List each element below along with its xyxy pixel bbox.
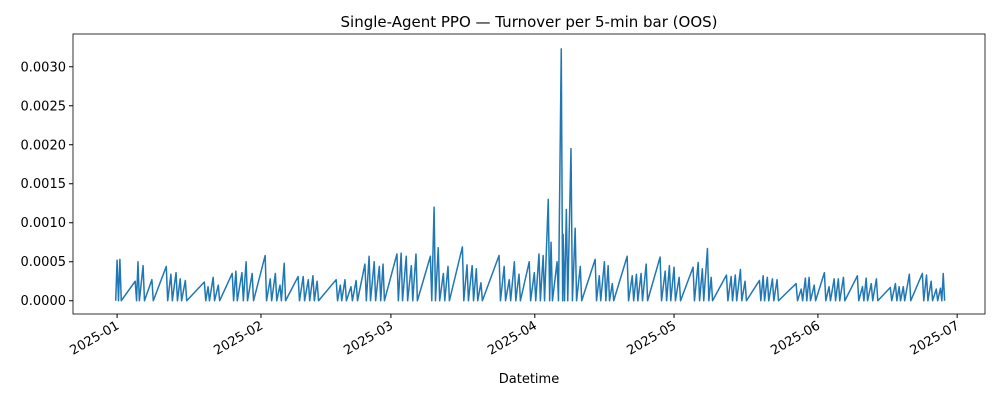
x-tick-label: 2025-02 xyxy=(211,318,266,358)
plot-frame xyxy=(72,33,986,315)
y-tick-label: 0.0025 xyxy=(21,99,67,114)
x-tick-label: 2025-04 xyxy=(485,318,540,358)
y-tick-label: 0.0010 xyxy=(21,216,67,231)
y-tick-label: 0.0005 xyxy=(21,255,67,270)
series-line xyxy=(114,48,946,302)
chart-title: Single-Agent PPO — Turnover per 5-min ba… xyxy=(341,13,718,31)
x-tick-label: 2025-07 xyxy=(908,318,963,358)
y-tick-label: 0.0030 xyxy=(21,60,67,75)
y-tick-label: 0.0015 xyxy=(21,177,67,192)
x-tick-label: 2025-03 xyxy=(341,318,396,358)
x-tick-label: 2025-05 xyxy=(624,318,679,358)
y-tick-label: 0.0020 xyxy=(21,138,67,153)
y-tick-label: 0.0000 xyxy=(21,294,67,309)
x-tick-label: 2025-06 xyxy=(768,318,823,358)
x-axis-label: Datetime xyxy=(499,372,559,387)
x-tick-label: 2025-01 xyxy=(68,318,123,358)
